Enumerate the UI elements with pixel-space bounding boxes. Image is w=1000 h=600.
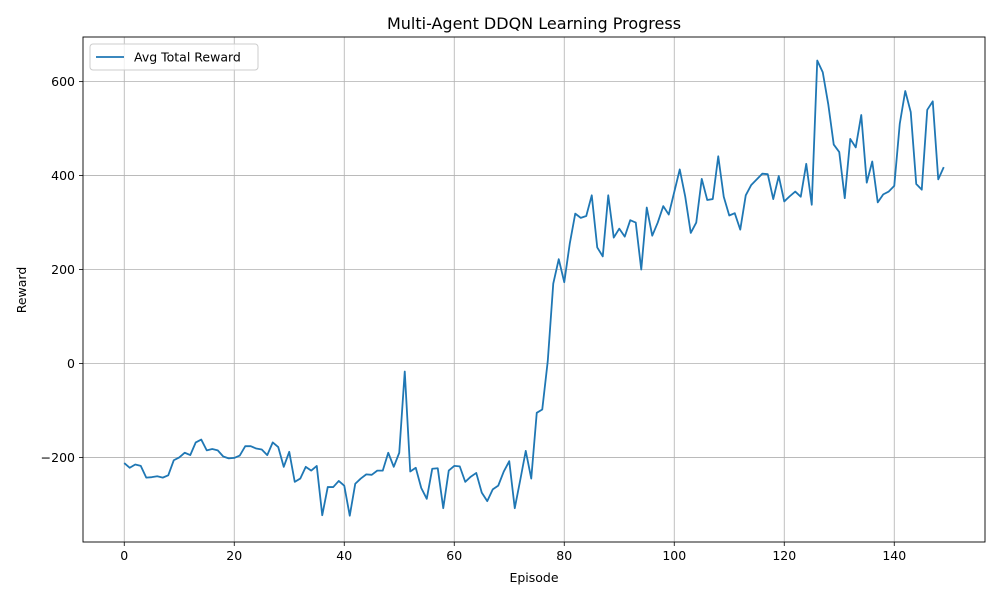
x-axis-ticks: 0 20 40 60 80 100 120 140 [120, 542, 906, 563]
plot-frame [82, 36, 986, 543]
legend: Avg Total Reward [89, 43, 259, 71]
y-tick-label: 600 [51, 74, 75, 89]
x-tick-label: 100 [662, 548, 686, 563]
y-axis-label: Reward [14, 267, 29, 314]
x-tick-label: 20 [226, 548, 242, 563]
x-tick-label: 0 [120, 548, 128, 563]
series-line-avg-total-reward [123, 59, 945, 517]
grid-lines [83, 37, 985, 542]
legend-box [89, 43, 259, 71]
legend-label: Avg Total Reward [134, 50, 241, 65]
y-tick-label: 0 [67, 356, 75, 371]
chart-title: Multi-Agent DDQN Learning Progress [387, 14, 681, 33]
x-tick-label: 140 [882, 548, 906, 563]
x-tick-label: 80 [556, 548, 572, 563]
y-tick-label: 400 [51, 168, 75, 183]
x-tick-label: 40 [336, 548, 352, 563]
y-tick-label: −200 [41, 450, 75, 465]
y-axis-ticks: −200 0 200 400 600 [41, 74, 83, 465]
x-axis-label: Episode [509, 570, 558, 585]
y-tick-label: 200 [51, 262, 75, 277]
x-tick-label: 120 [772, 548, 796, 563]
x-tick-label: 60 [446, 548, 462, 563]
